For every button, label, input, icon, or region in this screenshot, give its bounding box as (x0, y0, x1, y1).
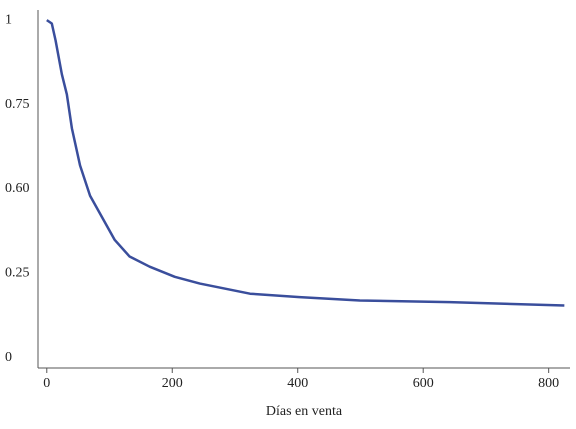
y-tick-label: 0.75 (5, 97, 30, 112)
y-tick-label: 1 (5, 12, 12, 27)
x-tick-label: 800 (538, 376, 559, 391)
x-tick-label: 0 (43, 376, 50, 391)
line-series (46, 19, 565, 307)
x-tick-label: 200 (162, 376, 183, 391)
x-tick-label: 600 (413, 376, 434, 391)
x-tick-label: 400 (287, 376, 308, 391)
y-tick-label: 0.60 (5, 181, 30, 196)
y-tick-label: 0 (5, 350, 12, 365)
y-tick-label: 0.25 (5, 266, 30, 281)
x-axis-label: Días en venta (266, 404, 343, 419)
